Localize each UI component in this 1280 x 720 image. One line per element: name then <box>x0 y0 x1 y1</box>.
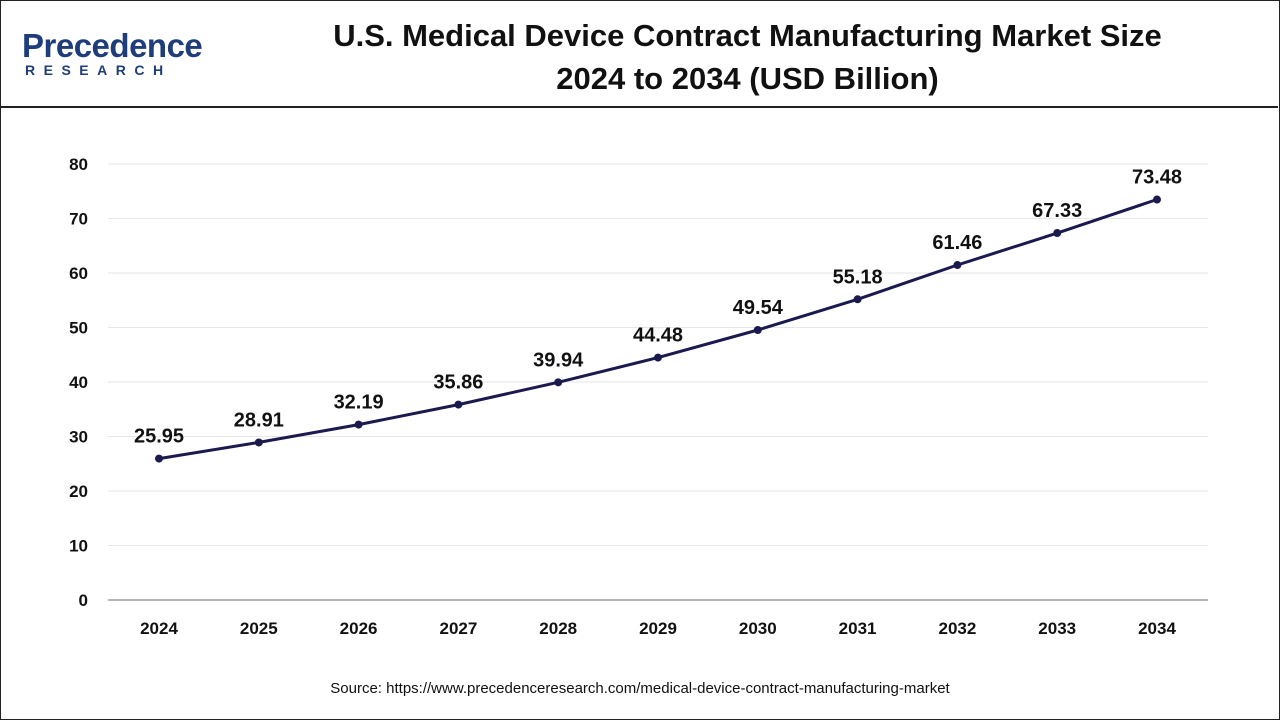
data-label: 32.19 <box>334 392 384 414</box>
chart-title: U.S. Medical Device Contract Manufacturi… <box>250 14 1245 100</box>
y-tick-label: 60 <box>69 264 88 283</box>
gridlines <box>108 163 1208 546</box>
data-label: 44.48 <box>633 325 683 347</box>
data-point <box>354 420 363 429</box>
brand-logo: Precedence RESEARCH <box>22 28 222 88</box>
x-tick-label: 2031 <box>839 619 877 638</box>
data-label: 73.48 <box>1132 167 1182 189</box>
x-tick-label: 2026 <box>340 619 378 638</box>
y-tick-label: 50 <box>69 319 88 338</box>
x-tick-label: 2028 <box>539 619 577 638</box>
x-tick-label: 2025 <box>240 619 278 638</box>
data-point <box>654 353 662 362</box>
y-tick-label: 30 <box>69 428 88 447</box>
chart-title-line1: U.S. Medical Device Contract Manufacturi… <box>333 18 1162 53</box>
data-point <box>853 295 862 304</box>
x-tick-label: 2027 <box>439 619 477 638</box>
y-axis-ticks: 0 10 20 30 40 50 60 70 80 <box>69 155 88 610</box>
y-tick-label: 0 <box>79 591 88 610</box>
y-tick-label: 10 <box>69 537 88 556</box>
chart-title-line2: 2024 to 2034 (USD Billion) <box>556 61 939 96</box>
data-label: 25.95 <box>134 426 184 448</box>
data-label: 61.46 <box>932 232 982 254</box>
data-point <box>254 438 263 447</box>
source-note: Source: https://www.precedenceresearch.c… <box>330 680 950 697</box>
y-tick-label: 20 <box>69 482 88 501</box>
x-tick-label: 2024 <box>140 619 178 638</box>
x-tick-label: 2032 <box>938 619 976 638</box>
data-point <box>554 378 563 387</box>
data-point <box>953 261 962 270</box>
brand-name: Precedence <box>22 27 203 64</box>
x-tick-label: 2029 <box>639 619 677 638</box>
data-label: 39.94 <box>533 349 584 371</box>
data-points <box>155 195 1161 463</box>
x-axis-ticks: 2024 2025 2026 2027 2028 2029 2030 2031 2032 2033… <box>140 619 1176 638</box>
x-tick-label: 2034 <box>1138 619 1176 638</box>
header: Precedence RESEARCH U.S. Medical Device … <box>0 0 1278 108</box>
y-tick-label: 80 <box>69 155 88 174</box>
y-tick-label: 40 <box>69 373 88 392</box>
data-point <box>753 326 762 335</box>
data-label: 49.54 <box>733 297 784 319</box>
data-label: 28.91 <box>234 409 284 431</box>
data-labels: 25.95 28.91 32.19 35.86 39.94 44.48 49.54 55.18… <box>134 167 1182 448</box>
data-label: 35.86 <box>433 372 483 394</box>
x-tick-label: 2033 <box>1038 619 1076 638</box>
data-point <box>1053 229 1062 238</box>
data-point <box>1153 195 1161 204</box>
data-point <box>454 400 463 409</box>
data-label: 67.33 <box>1032 200 1082 222</box>
y-tick-label: 70 <box>69 210 88 229</box>
data-label: 55.18 <box>833 266 883 288</box>
x-tick-label: 2030 <box>739 619 777 638</box>
brand-subtitle: RESEARCH <box>25 62 172 78</box>
data-point <box>155 454 163 463</box>
